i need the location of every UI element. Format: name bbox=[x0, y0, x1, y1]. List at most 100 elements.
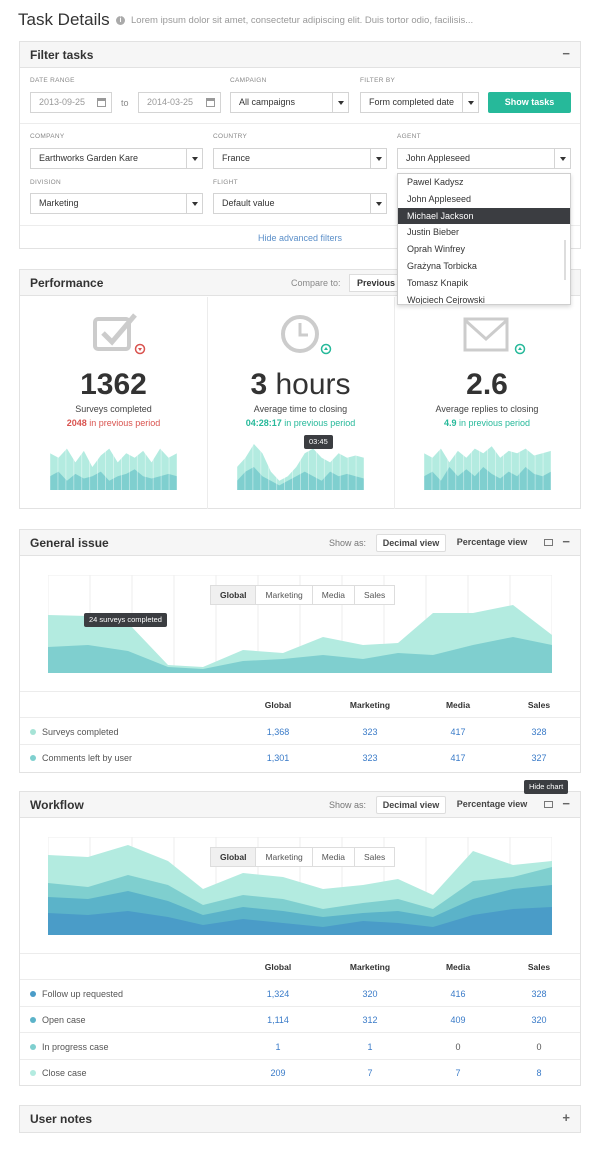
segment-control[interactable]: Global Marketing Media Sales bbox=[210, 585, 396, 605]
segment-media[interactable]: Media bbox=[313, 848, 355, 866]
table-cell[interactable]: 327 bbox=[531, 753, 547, 764]
kpi-replies: 2.6 Average replies to closing 4.9 in pr… bbox=[394, 369, 580, 429]
chart-icon[interactable] bbox=[544, 801, 553, 808]
row-label: In progress case bbox=[30, 1042, 109, 1052]
table-cell[interactable]: 323 bbox=[362, 753, 378, 764]
series-comments bbox=[48, 637, 552, 673]
table-cell[interactable]: 1,301 bbox=[266, 753, 290, 764]
table-cell[interactable]: 0 bbox=[536, 1041, 542, 1052]
kpi-previous: 4.9 in previous period bbox=[394, 418, 580, 428]
date-range-label: DATE RANGE bbox=[30, 77, 75, 84]
expand-icon[interactable]: + bbox=[562, 1110, 570, 1125]
table-cell[interactable]: 328 bbox=[531, 727, 547, 737]
agent-option[interactable]: Pawel Kadysz bbox=[407, 177, 464, 187]
table-cell[interactable]: 416 bbox=[450, 989, 466, 999]
agent-option[interactable]: Tomasz Knapik bbox=[407, 277, 469, 288]
table-cell[interactable]: 8 bbox=[536, 1068, 542, 1079]
chevron-down-icon[interactable] bbox=[462, 93, 478, 112]
row-label: Open case bbox=[30, 1015, 86, 1025]
flight-value: Default value bbox=[222, 198, 275, 208]
table-cell[interactable]: 320 bbox=[362, 989, 378, 999]
column-header: Marketing bbox=[349, 962, 391, 972]
chevron-down-icon[interactable] bbox=[186, 194, 202, 213]
agent-option[interactable]: Grażyna Torbicka bbox=[407, 260, 477, 271]
collapse-icon[interactable]: − bbox=[562, 796, 570, 811]
kpi-previous-text: in previous period bbox=[89, 418, 161, 428]
legend-dot bbox=[30, 1017, 36, 1024]
chevron-down-icon[interactable] bbox=[332, 93, 348, 112]
flight-label: FLIGHT bbox=[213, 179, 238, 186]
percentage-view-button[interactable]: Percentage view bbox=[456, 537, 528, 547]
agent-option[interactable]: Michael Jackson bbox=[398, 207, 570, 225]
segment-sales[interactable]: Sales bbox=[363, 590, 386, 600]
show-tasks-button[interactable]: Show tasks bbox=[488, 92, 571, 113]
collapse-icon[interactable]: − bbox=[562, 534, 570, 549]
collapse-icon[interactable]: − bbox=[562, 46, 570, 61]
chevron-down-icon[interactable] bbox=[370, 149, 386, 168]
campaign-select[interactable]: All campaigns bbox=[230, 92, 349, 113]
table-cell[interactable]: 417 bbox=[450, 727, 466, 737]
calendar-icon[interactable] bbox=[206, 98, 215, 107]
table-cell[interactable]: 409 bbox=[450, 1015, 466, 1026]
row-label: Surveys completed bbox=[30, 727, 119, 737]
segment-media[interactable]: Media bbox=[313, 586, 355, 604]
agent-select[interactable]: John Appleseed bbox=[397, 148, 571, 169]
table-cell[interactable]: 1,324 bbox=[266, 989, 290, 999]
country-select[interactable]: France bbox=[213, 148, 387, 169]
chart-icon[interactable] bbox=[544, 539, 553, 546]
row-label: Close case bbox=[30, 1068, 87, 1078]
table-cell[interactable]: 417 bbox=[450, 753, 466, 764]
kpi-caption: Average replies to closing bbox=[435, 404, 539, 414]
decimal-view-button[interactable]: Decimal view bbox=[376, 796, 446, 814]
general-title: General issue bbox=[30, 536, 109, 550]
agent-option[interactable]: Wojciech Cejrowski bbox=[407, 294, 485, 305]
percentage-view-button[interactable]: Percentage view bbox=[456, 799, 528, 809]
date-to-value: 2014-03-25 bbox=[147, 97, 194, 107]
agent-option[interactable]: John Appleseed bbox=[407, 193, 472, 204]
notes-header[interactable]: User notes + bbox=[20, 1106, 580, 1132]
table-cell[interactable]: 328 bbox=[531, 989, 547, 999]
row-label-text: In progress case bbox=[42, 1041, 109, 1052]
chevron-down-icon[interactable] bbox=[370, 194, 386, 213]
table-cell[interactable]: 7 bbox=[367, 1068, 373, 1079]
kpi-surveys: 1362 Surveys completed 2048 in previous … bbox=[20, 369, 207, 429]
table-cell[interactable]: 320 bbox=[531, 1015, 547, 1026]
table-cell[interactable]: 1,368 bbox=[266, 727, 290, 737]
flight-select[interactable]: Default value bbox=[213, 193, 387, 214]
date-to-input[interactable]: 2014-03-25 bbox=[138, 92, 221, 113]
checkbox-icon bbox=[93, 313, 137, 351]
filter-by-select[interactable]: Form completed date bbox=[360, 92, 479, 113]
segment-marketing[interactable]: Marketing bbox=[256, 848, 313, 866]
chevron-down-icon[interactable] bbox=[554, 149, 570, 168]
table-cell[interactable]: 1 bbox=[275, 1041, 281, 1052]
segment-control[interactable]: Global Marketing Media Sales bbox=[210, 847, 396, 867]
segment-global[interactable]: Global bbox=[211, 848, 257, 866]
scrollbar[interactable] bbox=[564, 240, 566, 280]
table-cell[interactable]: 1 bbox=[367, 1041, 373, 1052]
date-from-input[interactable]: 2013-09-25 bbox=[30, 92, 112, 113]
performance-title: Performance bbox=[30, 276, 104, 290]
chevron-down-icon[interactable] bbox=[186, 149, 202, 168]
table-cell[interactable]: 209 bbox=[270, 1068, 286, 1079]
filter-title: Filter tasks bbox=[30, 48, 94, 62]
table-cell[interactable]: 7 bbox=[455, 1068, 461, 1079]
envelope-icon bbox=[463, 317, 509, 352]
calendar-icon[interactable] bbox=[97, 98, 106, 107]
agent-option[interactable]: Justin Bieber bbox=[407, 227, 460, 238]
divider bbox=[20, 1006, 580, 1007]
table-cell[interactable]: 323 bbox=[362, 727, 378, 737]
company-select[interactable]: Earthworks Garden Kare bbox=[30, 148, 203, 169]
segment-global[interactable]: Global bbox=[211, 586, 257, 604]
divider bbox=[20, 979, 580, 980]
segment-marketing[interactable]: Marketing bbox=[256, 586, 313, 604]
division-select[interactable]: Marketing bbox=[30, 193, 203, 214]
agent-option[interactable]: Oprah Winfrey bbox=[407, 244, 466, 255]
general-issue-panel: General issue Show as: Decimal view Perc… bbox=[19, 529, 581, 773]
table-cell[interactable]: 1,114 bbox=[267, 1015, 289, 1026]
agent-dropdown[interactable]: Pawel Kadysz John Appleseed Michael Jackso… bbox=[397, 173, 571, 305]
decimal-view-button[interactable]: Decimal view bbox=[376, 534, 446, 552]
segment-sales[interactable]: Sales bbox=[363, 852, 386, 862]
table-cell[interactable]: 312 bbox=[362, 1015, 378, 1026]
hide-advanced-filters-link[interactable]: Hide advanced filters bbox=[257, 233, 343, 243]
table-cell[interactable]: 0 bbox=[455, 1041, 461, 1052]
